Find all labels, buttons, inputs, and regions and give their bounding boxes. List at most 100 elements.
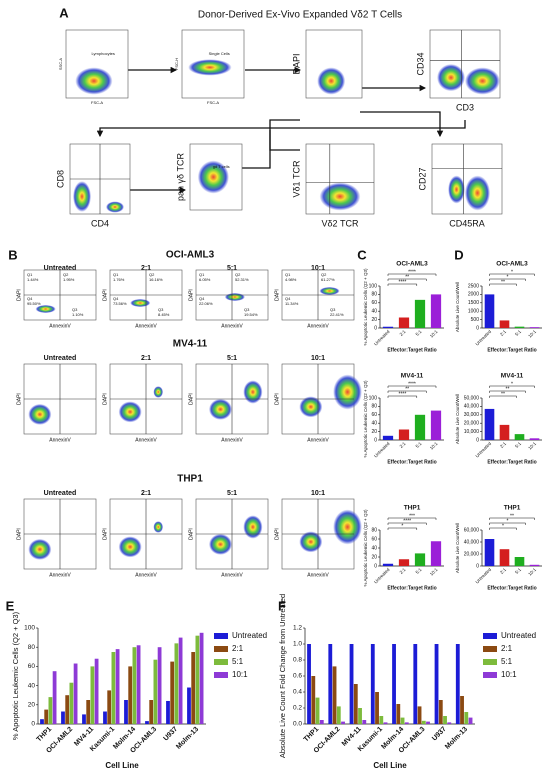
bar bbox=[417, 706, 422, 724]
x-tick-label: 5:1 bbox=[415, 329, 423, 337]
flow-population bbox=[188, 59, 232, 76]
gate-name: Q3 bbox=[330, 307, 336, 312]
bar bbox=[73, 663, 78, 724]
bar bbox=[382, 435, 394, 440]
legend-swatch bbox=[214, 672, 228, 678]
y-tick-label: 100 bbox=[369, 395, 378, 401]
bar bbox=[414, 414, 426, 440]
y-tick-label: 20 bbox=[371, 429, 377, 435]
gate-name: Q1 bbox=[27, 272, 33, 277]
bar bbox=[170, 661, 175, 724]
bar bbox=[336, 706, 341, 724]
y-tick-label: 40,000 bbox=[464, 404, 480, 410]
significance-label: **** bbox=[408, 269, 416, 275]
bar bbox=[174, 643, 179, 724]
gate-name: Q1 bbox=[113, 272, 119, 277]
bar bbox=[514, 326, 525, 328]
y-tick-label: 0 bbox=[374, 437, 377, 443]
gate-value: 52.31% bbox=[235, 277, 249, 282]
bar bbox=[319, 720, 324, 724]
x-tick-label: THP1 bbox=[36, 726, 54, 744]
x-tick-label: 5:1 bbox=[415, 567, 423, 575]
condition-label: 10:1 bbox=[311, 490, 325, 497]
x-axis-label: Effector:Target Ratio bbox=[487, 347, 536, 353]
bar bbox=[400, 717, 405, 724]
x-axis-label: Vδ2 TCR bbox=[321, 218, 359, 228]
flow-population bbox=[197, 160, 229, 194]
y-axis-label: Absolute Live Count/Well bbox=[455, 394, 460, 444]
x-tick-label: Untreated bbox=[373, 567, 391, 585]
significance-bracket bbox=[489, 278, 526, 281]
cell-line-title: THP1 bbox=[177, 474, 203, 485]
bar bbox=[69, 682, 74, 724]
bar bbox=[514, 557, 525, 566]
y-tick-label: 40,000 bbox=[464, 539, 480, 545]
x-axis-label: FSC-A bbox=[207, 100, 219, 105]
significance-bracket bbox=[489, 527, 517, 530]
flow-population bbox=[28, 538, 52, 560]
bar bbox=[398, 559, 410, 566]
y-tick-label: 20 bbox=[28, 702, 36, 709]
x-tick-label: 2:1 bbox=[499, 441, 507, 449]
gate-value: 22.41% bbox=[330, 312, 344, 317]
bar bbox=[398, 429, 410, 440]
bar bbox=[529, 327, 540, 328]
y-tick-label: 1.2 bbox=[293, 625, 302, 632]
y-tick-label: 100 bbox=[369, 283, 378, 289]
y-tick-label: 60 bbox=[371, 536, 377, 542]
x-axis-label: CD4 bbox=[91, 218, 109, 228]
x-axis-label: Effector:Target Ratio bbox=[487, 459, 536, 465]
bar bbox=[199, 632, 204, 724]
y-tick-label: 20 bbox=[371, 317, 377, 323]
bar bbox=[447, 722, 452, 724]
x-axis-label: CD3 bbox=[456, 102, 474, 112]
bar bbox=[307, 644, 311, 724]
x-axis-label: AnnexinV bbox=[49, 572, 71, 578]
bar bbox=[315, 697, 320, 724]
x-tick-label: 2:1 bbox=[499, 329, 507, 337]
bar bbox=[396, 704, 401, 724]
significance-bracket bbox=[489, 390, 526, 393]
gate-name: Q1 bbox=[199, 272, 205, 277]
flow-population bbox=[118, 536, 142, 558]
bar bbox=[52, 671, 57, 724]
condition-label: 5:1 bbox=[227, 355, 237, 362]
y-axis-label: DAPI bbox=[188, 393, 194, 405]
flow-population bbox=[106, 201, 124, 213]
y-axis-label: Absolute Live Count/Well bbox=[455, 523, 460, 573]
x-axis-label: Effector:Target Ratio bbox=[387, 459, 436, 465]
y-tick-label: 30,000 bbox=[464, 412, 480, 418]
bar bbox=[434, 644, 439, 724]
bar bbox=[65, 695, 70, 724]
bar bbox=[90, 666, 95, 724]
y-axis-label: DAPI bbox=[16, 393, 22, 405]
chart-title: THP1 bbox=[504, 505, 521, 512]
y-axis-label: DAPI bbox=[188, 528, 194, 540]
bar bbox=[430, 541, 442, 566]
x-axis-label: Effector:Target Ratio bbox=[387, 585, 436, 591]
significance-bracket bbox=[489, 283, 517, 286]
y-tick-label: 0.2 bbox=[293, 705, 302, 712]
y-axis-label: CD27 bbox=[417, 167, 427, 190]
y-tick-label: 40 bbox=[371, 309, 377, 315]
gate-name: Q3 bbox=[72, 307, 78, 312]
panel-label: A bbox=[59, 5, 69, 20]
chart-title: OCI-AML3 bbox=[496, 261, 528, 268]
bar bbox=[358, 708, 362, 724]
gate-name: Q4 bbox=[285, 296, 291, 301]
x-tick-label: 5:1 bbox=[514, 567, 522, 575]
y-tick-label: 1000 bbox=[468, 309, 479, 315]
flow-population bbox=[73, 181, 91, 212]
significance-bracket bbox=[387, 385, 437, 388]
flow-plot bbox=[305, 29, 363, 99]
y-axis-label: DAPI bbox=[188, 289, 194, 301]
x-tick-label: Untreated bbox=[373, 329, 391, 347]
significance-bracket bbox=[387, 517, 437, 520]
x-axis-label: FSC-A bbox=[91, 100, 103, 105]
x-axis-label: Cell Line bbox=[373, 761, 407, 770]
y-tick-label: 80 bbox=[371, 527, 377, 533]
y-tick-label: 20 bbox=[371, 554, 377, 560]
flow-population bbox=[448, 175, 465, 204]
flow-population bbox=[130, 299, 151, 307]
